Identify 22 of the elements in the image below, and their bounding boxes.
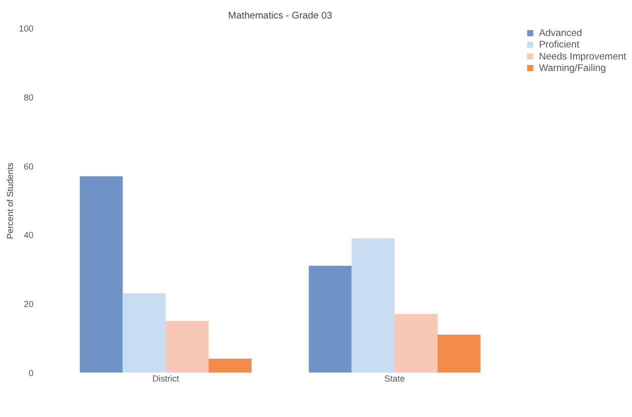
bar <box>394 314 438 372</box>
bar <box>166 320 209 372</box>
chart-title: Mathematics - Grade 03 <box>228 10 332 22</box>
y-tick-label: 100 <box>18 24 34 34</box>
y-tick-label: 60 <box>24 161 34 172</box>
x-tick-label: State <box>384 374 405 384</box>
y-tick-label: 20 <box>24 299 34 310</box>
y-axis-title: Percent of Students <box>5 162 16 240</box>
x-tick-label: District <box>152 374 180 384</box>
y-tick-label: 40 <box>24 230 34 240</box>
y-tick-label: 0 <box>28 368 34 378</box>
bar <box>122 293 166 372</box>
legend-label: Proficient <box>538 40 580 51</box>
bar <box>208 358 252 372</box>
bar <box>80 176 123 372</box>
legend-label: Advanced <box>538 28 582 40</box>
legend-label: Needs Improvement <box>538 51 626 62</box>
bar <box>308 266 352 372</box>
legend-label: Warning/Failing <box>538 62 606 74</box>
bar <box>352 238 395 372</box>
y-tick-label: 80 <box>24 92 34 103</box>
bar <box>438 334 480 372</box>
